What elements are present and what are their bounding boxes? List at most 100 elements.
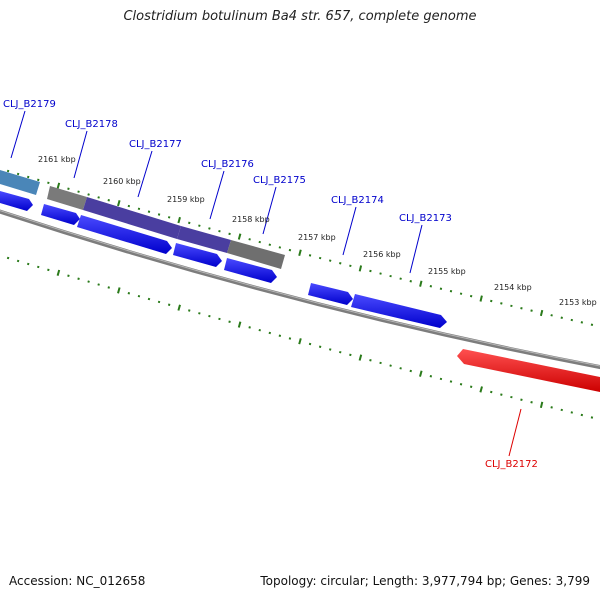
minor-tick bbox=[490, 390, 493, 394]
minor-tick bbox=[6, 256, 10, 260]
minor-tick bbox=[308, 342, 312, 346]
minor-tick bbox=[37, 265, 40, 269]
minor-tick bbox=[439, 287, 443, 290]
gene-label: CLJ_B2172 bbox=[485, 459, 538, 470]
minor-tick bbox=[157, 213, 161, 216]
minor-tick bbox=[429, 375, 433, 378]
minor-tick bbox=[530, 309, 533, 312]
minor-tick bbox=[339, 350, 342, 354]
minor-tick bbox=[590, 323, 594, 326]
feature-block-gray bbox=[47, 186, 87, 210]
kbp-label: 2153 kbp bbox=[559, 298, 597, 307]
minor-tick bbox=[198, 312, 201, 315]
minor-tick bbox=[208, 227, 211, 230]
gene-leader-line bbox=[73, 130, 88, 179]
minor-tick bbox=[349, 353, 352, 357]
minor-tick bbox=[218, 317, 221, 321]
minor-tick bbox=[590, 416, 594, 419]
minor-tick bbox=[228, 232, 231, 236]
major-tick bbox=[117, 287, 121, 294]
gene-arrow bbox=[173, 243, 222, 267]
minor-tick bbox=[147, 297, 151, 301]
minor-tick bbox=[399, 277, 402, 280]
minor-tick bbox=[339, 262, 342, 265]
minor-tick bbox=[328, 348, 332, 351]
accession-text: Accession: NC_012658 bbox=[9, 574, 146, 588]
major-tick bbox=[298, 249, 302, 256]
minor-tick bbox=[147, 210, 151, 213]
major-tick bbox=[117, 200, 121, 207]
minor-tick bbox=[107, 199, 110, 202]
minor-tick bbox=[87, 280, 90, 283]
minor-tick bbox=[97, 196, 100, 199]
minor-tick bbox=[318, 256, 322, 260]
minor-tick bbox=[218, 229, 221, 233]
genome-backbone bbox=[0, 209, 600, 370]
minor-tick bbox=[469, 385, 473, 389]
minor-tick bbox=[560, 408, 563, 412]
minor-tick bbox=[258, 328, 261, 332]
minor-tick bbox=[268, 331, 272, 335]
gene-arrow bbox=[41, 204, 80, 225]
minor-tick bbox=[77, 277, 80, 280]
minor-tick bbox=[500, 393, 503, 396]
minor-tick bbox=[188, 309, 191, 312]
minor-tick bbox=[157, 300, 161, 304]
topology-text: Topology: circular; Length: 3,977,794 bp… bbox=[260, 574, 590, 588]
minor-tick bbox=[449, 380, 453, 383]
minor-tick bbox=[550, 406, 553, 409]
outer-tick-track bbox=[6, 169, 594, 326]
genome-backbone-highlight bbox=[0, 210, 600, 367]
minor-tick bbox=[550, 314, 553, 317]
minor-tick bbox=[188, 221, 191, 225]
gene-label: CLJ_B2174 bbox=[331, 195, 384, 206]
major-tick bbox=[358, 265, 363, 272]
minor-tick bbox=[318, 345, 322, 348]
major-tick bbox=[237, 233, 242, 240]
minor-tick bbox=[429, 284, 433, 288]
gene-label: CLJ_B2175 bbox=[253, 175, 306, 186]
gene-arrow bbox=[224, 258, 277, 283]
gene-labels: CLJ_B2179 CLJ_B2178 CLJ_B2177 CLJ_B2176 … bbox=[3, 99, 538, 470]
major-tick bbox=[56, 182, 61, 189]
gene-arrow bbox=[308, 283, 353, 305]
minor-tick bbox=[308, 254, 312, 257]
minor-tick bbox=[379, 272, 382, 275]
major-tick bbox=[298, 338, 302, 345]
minor-tick bbox=[288, 248, 292, 252]
minor-tick bbox=[107, 286, 110, 289]
minor-tick bbox=[47, 181, 50, 185]
minor-tick bbox=[268, 243, 272, 247]
minor-tick bbox=[37, 178, 40, 182]
minor-tick bbox=[208, 314, 211, 318]
minor-tick bbox=[6, 169, 10, 173]
gene-label: CLJ_B2178 bbox=[65, 119, 118, 130]
minor-tick bbox=[127, 204, 131, 208]
gene-leader-lines bbox=[10, 110, 522, 457]
feature-block-steelblue bbox=[0, 170, 40, 195]
major-tick bbox=[237, 321, 242, 328]
minor-tick bbox=[520, 307, 523, 310]
minor-tick bbox=[16, 259, 20, 263]
kbp-label: 2154 kbp bbox=[494, 283, 532, 292]
major-tick bbox=[479, 386, 483, 393]
minor-tick bbox=[349, 264, 352, 268]
gene-label: CLJ_B2176 bbox=[201, 159, 254, 170]
minor-tick bbox=[97, 283, 100, 286]
minor-tick bbox=[137, 294, 141, 298]
kbp-label: 2157 kbp bbox=[298, 233, 336, 242]
minor-tick bbox=[369, 269, 372, 273]
kbp-label: 2156 kbp bbox=[363, 250, 401, 259]
major-tick bbox=[539, 309, 544, 317]
minor-tick bbox=[16, 172, 20, 176]
minor-tick bbox=[580, 321, 584, 324]
gene-leader-line bbox=[137, 150, 153, 198]
minor-tick bbox=[167, 303, 171, 307]
minor-tick bbox=[26, 262, 30, 266]
gene-arrow bbox=[77, 215, 172, 254]
gene-leader-line bbox=[262, 186, 277, 235]
minor-tick bbox=[67, 274, 70, 278]
kbp-label: 2158 kbp bbox=[232, 215, 270, 224]
minor-tick bbox=[379, 361, 382, 365]
